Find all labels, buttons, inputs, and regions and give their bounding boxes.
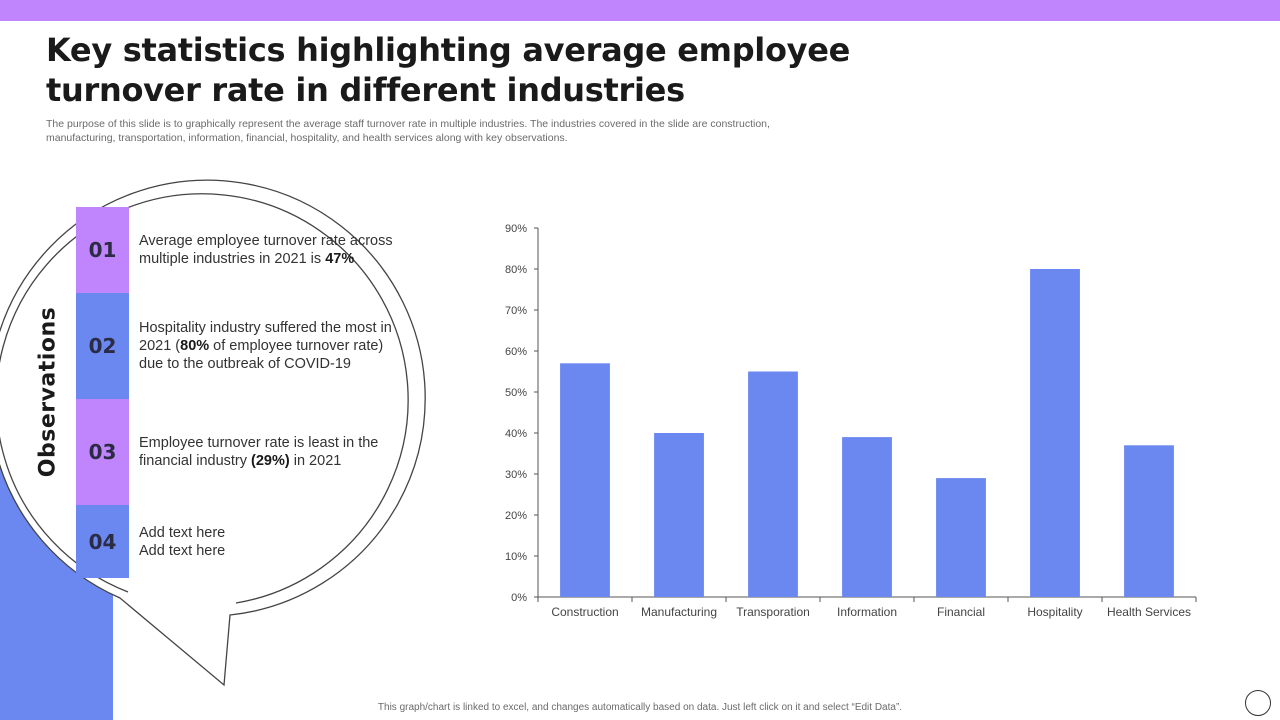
y-tick-label: 10% <box>505 551 527 563</box>
y-tick-label: 60% <box>505 346 527 358</box>
page-title: Key statistics highlighting average empl… <box>46 31 851 109</box>
observation-text: Add text here Add text here <box>139 524 226 559</box>
observations-heading: Observations <box>35 306 61 478</box>
bar-health-services <box>1124 445 1174 597</box>
y-tick-label: 0% <box>511 592 527 604</box>
observation-number: 03 <box>76 399 129 505</box>
y-tick-label: 30% <box>505 469 527 481</box>
bar-hospitality <box>1030 269 1080 597</box>
observation-item: 03 Employee turnover rate is least in th… <box>76 399 432 505</box>
observation-number: 02 <box>76 293 129 399</box>
page-subtitle: The purpose of this slide is to graphica… <box>46 118 770 144</box>
y-tick-label: 40% <box>505 428 527 440</box>
observation-text: Hospitality industry suffered the most i… <box>139 320 392 372</box>
corner-circle-icon <box>1245 690 1271 716</box>
turnover-bar-chart: 0% 10% 20% 30% 40% 50% 60% 70% 80% 90% Constructio… <box>505 223 1197 619</box>
bar-information <box>842 437 892 597</box>
x-tick-label: Information <box>837 605 897 619</box>
x-tick-label: Manufacturing <box>641 605 717 619</box>
observation-text: Employee turnover rate is least in the f… <box>139 435 379 469</box>
bar-transporation <box>748 371 798 597</box>
footnote: This graph/chart is linked to excel, and… <box>377 702 903 713</box>
x-tick-label: Hospitality <box>1027 605 1082 619</box>
bar-manufacturing <box>654 433 704 597</box>
y-tick-label: 90% <box>505 223 527 235</box>
x-tick-label: Health Services <box>1107 605 1191 619</box>
bar-construction <box>560 363 610 597</box>
top-accent-bar <box>0 0 1280 21</box>
x-tick-label: Construction <box>551 605 618 619</box>
observation-number: 01 <box>76 207 129 293</box>
observation-item: 04 Add text here Add text here <box>76 505 432 578</box>
y-tick-label: 50% <box>505 387 527 399</box>
observation-number: 04 <box>76 505 129 578</box>
y-tick-label: 20% <box>505 510 527 522</box>
x-tick-label: Transporation <box>736 605 810 619</box>
bar-financial <box>936 478 986 597</box>
x-tick-label: Financial <box>937 605 985 619</box>
observation-text: Average employee turnover rate across mu… <box>139 233 393 267</box>
y-tick-label: 70% <box>505 305 527 317</box>
y-tick-label: 80% <box>505 264 527 276</box>
observation-item: 01 Average employee turnover rate across… <box>76 207 432 293</box>
observation-item: 02 Hospitality industry suffered the mos… <box>76 293 432 399</box>
